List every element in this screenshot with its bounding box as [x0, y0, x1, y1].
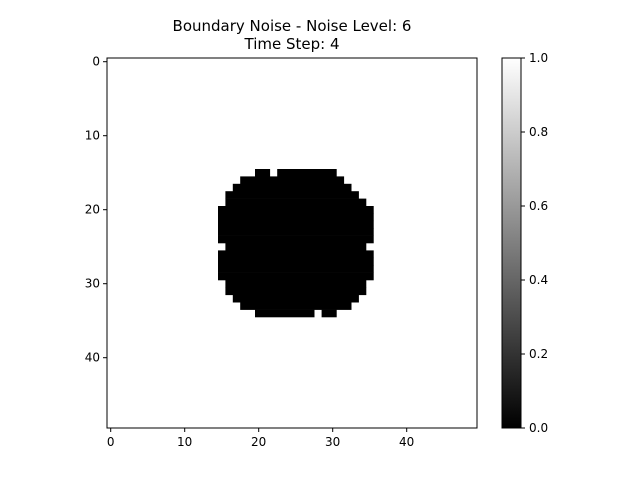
colorbar-tick-label-0.4: 0.4: [529, 273, 548, 287]
colorbar-gradient: [501, 57, 522, 429]
heatmap-cell-run-row-17-0: [232, 183, 352, 192]
heatmap-cell-run-row-22-0: [218, 220, 374, 229]
heatmap-cell-run-row-29-0: [218, 272, 374, 281]
heatmap-cell-run-row-27-0: [218, 257, 374, 266]
heatmap-cell-run-row-33-0: [240, 302, 352, 310]
heatmap-cell-run-row-18-0: [225, 191, 359, 199]
y-tick-label-10: 10: [85, 129, 100, 143]
heatmap-frame: [106, 57, 478, 429]
colorbar: 0.0 0.2 0.4 0.6 0.8 1.0: [501, 51, 548, 435]
heatmap-cell-run-row-34-0: [255, 309, 315, 318]
y-tick-label-30: 30: [85, 277, 100, 291]
colorbar-tick-label-0.6: 0.6: [529, 199, 548, 213]
heatmap-cell-run-row-25-0: [225, 243, 367, 251]
heatmap-cell-run-row-15-1: [277, 169, 337, 177]
x-tick-label-10: 10: [177, 435, 192, 449]
heatmap-cell-run-row-32-0: [232, 294, 359, 303]
colorbar-tick-label-1.0: 1.0: [529, 51, 548, 65]
heatmap-cell-run-row-23-0: [218, 228, 374, 236]
y-tick-label-0: 0: [92, 55, 100, 69]
chart-title-line2: Time Step: 4: [244, 35, 340, 53]
heatmap-plot: 0 10 20 30 40 0 10 20 30 40: [85, 55, 478, 449]
colorbar-tick-label-0.8: 0.8: [529, 125, 548, 139]
heatmap-cell-run-row-31-0: [225, 287, 367, 296]
chart-title-line1: Boundary Noise - Noise Level: 6: [173, 17, 412, 35]
colorbar-tick-label-0.0: 0.0: [529, 421, 548, 435]
heatmap-cell-run-row-20-0: [218, 206, 374, 214]
heatmap-cell-run-row-16-0: [240, 176, 345, 185]
heatmap-cell-run-row-15-0: [255, 169, 271, 177]
colorbar-ticks: 0.0 0.2 0.4 0.6 0.8 1.0: [521, 51, 548, 435]
y-axis: 0 10 20 30 40: [85, 55, 107, 365]
heatmap-cell-run-row-34-1: [321, 309, 337, 318]
heatmap-cell-run-row-21-0: [218, 213, 374, 222]
x-axis: 0 10 20 30 40: [107, 428, 414, 449]
heatmap-cell-run-row-30-0: [225, 280, 367, 288]
y-tick-label-20: 20: [85, 203, 100, 217]
heatmap-cells: [218, 169, 374, 318]
y-tick-label-40: 40: [85, 351, 100, 365]
x-tick-label-30: 30: [325, 435, 340, 449]
heatmap-cell-run-row-26-0: [218, 250, 374, 259]
heatmap-cell-run-row-28-0: [218, 265, 374, 273]
x-tick-label-40: 40: [399, 435, 414, 449]
heatmap-cell-run-row-24-0: [218, 235, 374, 244]
heatmap-cell-run-row-19-0: [225, 198, 367, 207]
colorbar-tick-label-0.2: 0.2: [529, 347, 548, 361]
x-tick-label-0: 0: [107, 435, 115, 449]
x-tick-label-20: 20: [251, 435, 266, 449]
